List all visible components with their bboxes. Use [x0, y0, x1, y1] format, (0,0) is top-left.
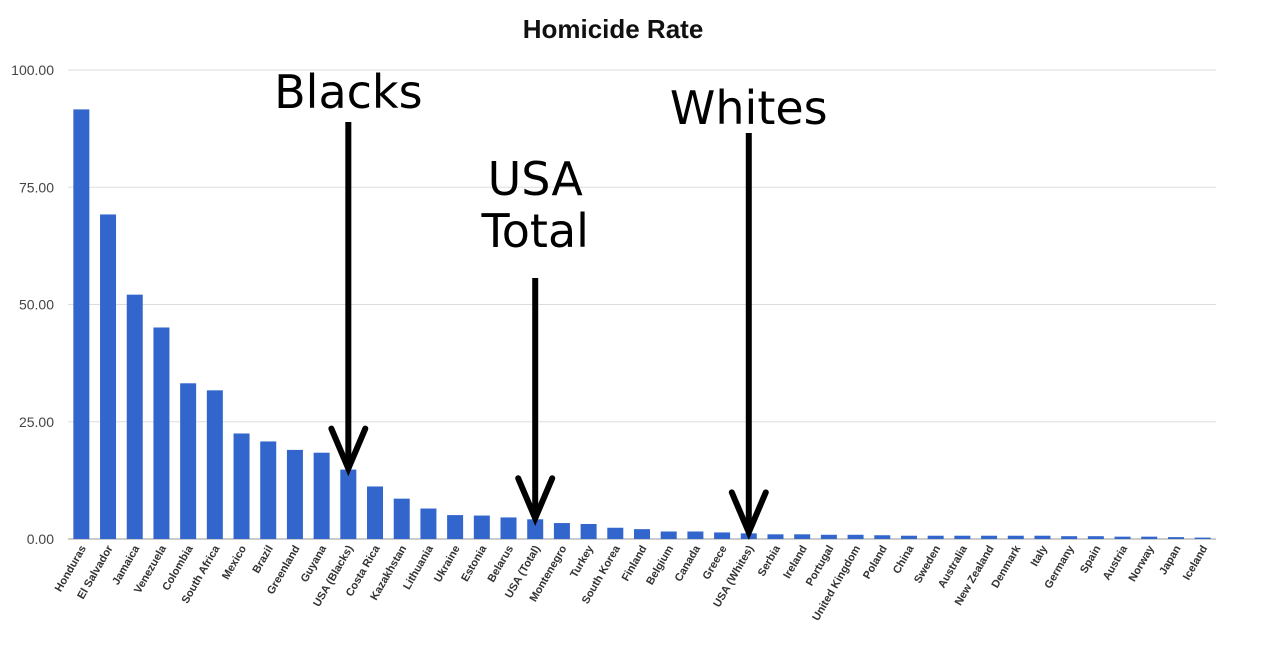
arrow-head [328, 425, 369, 477]
bar [126, 294, 143, 539]
y-tick-label: 100.00 [11, 62, 54, 78]
bar [260, 441, 277, 539]
bar [73, 109, 90, 540]
bar [153, 327, 170, 539]
bar [1141, 536, 1158, 539]
bar [687, 531, 704, 539]
bar [927, 535, 944, 539]
y-axis: 0.00 25.00 50.00 75.00 100.00 [11, 62, 54, 547]
bar [794, 534, 811, 539]
bar [1087, 536, 1104, 539]
bar [553, 523, 570, 539]
bar [420, 508, 437, 539]
bar [233, 433, 250, 539]
bar [580, 523, 597, 539]
bar [1114, 536, 1131, 539]
y-tick-label: 50.00 [19, 297, 54, 313]
annotations: Blacks USA Total Whites [274, 65, 828, 541]
bar [180, 383, 197, 539]
annotation: Blacks [274, 65, 423, 477]
bar [607, 527, 624, 539]
bar [1167, 537, 1184, 539]
bar [954, 535, 971, 539]
x-tick-label: Turkey [568, 543, 596, 580]
bar [286, 449, 303, 539]
y-tick-label: 0.00 [27, 531, 54, 547]
x-tick-label: China [891, 543, 917, 576]
bar [206, 390, 223, 539]
bar [527, 519, 544, 539]
chart-title: Homicide Rate [523, 14, 704, 44]
x-tick-label: Poland [861, 544, 890, 582]
x-tick-label: Greece [701, 544, 730, 582]
annotation-label: Whites [670, 81, 828, 135]
bar [367, 486, 384, 539]
x-tick-label: Ireland [781, 544, 809, 581]
bar [1007, 535, 1024, 539]
bar [874, 535, 891, 539]
annotation-label: Blacks [274, 65, 422, 119]
x-tick-label: Italy [1029, 543, 1051, 569]
x-tick-label: Iceland [1181, 544, 1210, 583]
y-tick-label: 75.00 [19, 179, 54, 195]
bar [1061, 536, 1078, 539]
x-tick-label: Japan [1157, 543, 1183, 577]
bar [313, 452, 330, 539]
bar [1194, 537, 1211, 539]
bars [73, 109, 1211, 540]
bar [820, 534, 837, 539]
bar [981, 535, 998, 539]
arrow-head [515, 475, 556, 526]
bar [767, 534, 784, 539]
x-tick-label: Mexico [220, 543, 249, 582]
x-tick-label: Norway [1127, 543, 1158, 584]
x-tick-label: Canada [673, 543, 704, 584]
x-tick-label: Austria [1101, 543, 1131, 583]
annotation: Whites [670, 81, 828, 541]
bar [634, 529, 650, 539]
x-tick-label: Spain [1078, 543, 1104, 575]
bar [500, 517, 517, 539]
bar [340, 469, 357, 539]
y-tick-label: 25.00 [19, 414, 54, 430]
bar [660, 531, 677, 539]
bar [473, 515, 490, 539]
bar [847, 534, 864, 539]
bar [714, 532, 731, 539]
x-tick-label: Finland [620, 544, 650, 584]
bar [447, 515, 464, 539]
annotation-label: USA Total [480, 152, 588, 258]
bar [100, 214, 117, 539]
x-tick-label: Brazil [250, 544, 275, 576]
bar [900, 535, 917, 539]
annotation: USA Total [480, 152, 589, 526]
arrow-head [728, 489, 769, 541]
bar [1034, 535, 1051, 539]
gridlines [68, 69, 1216, 540]
bar [393, 498, 410, 539]
x-tick-label: Serbia [756, 543, 784, 579]
